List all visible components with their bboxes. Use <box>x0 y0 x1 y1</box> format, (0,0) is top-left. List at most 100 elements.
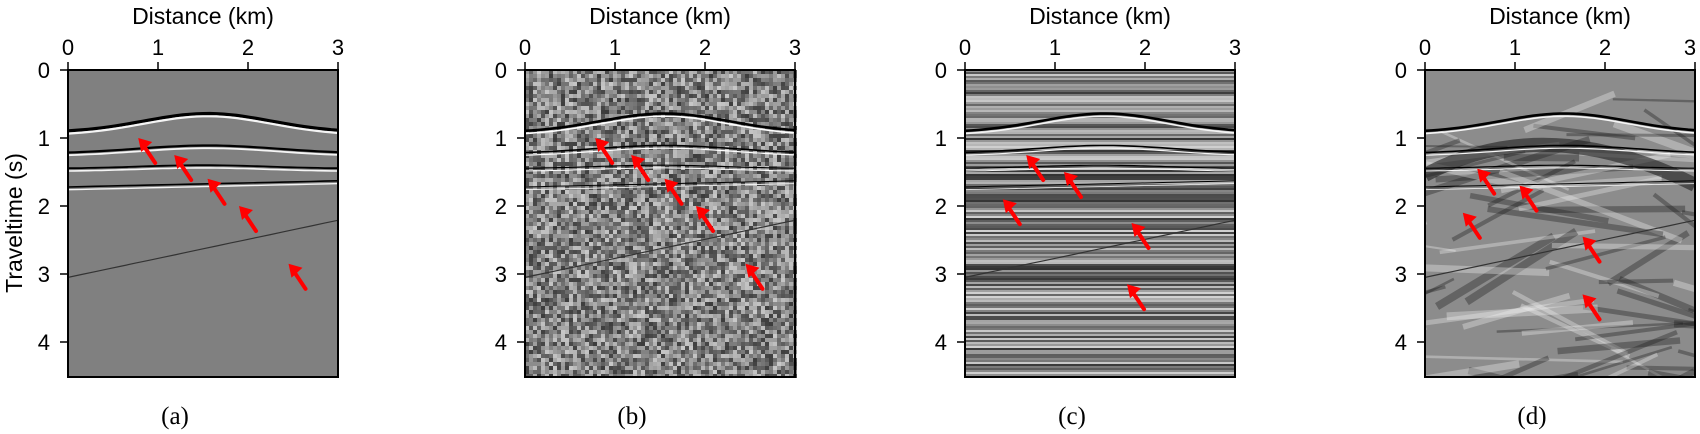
reflector <box>68 147 338 157</box>
panel-b-body <box>517 62 797 378</box>
x-tick-label-2: 2 <box>1139 35 1151 60</box>
red-arrow-icon <box>664 178 684 206</box>
x-tick-labels: 0 1 2 3 <box>519 35 801 60</box>
y-tick-label-0: 0 <box>1395 58 1407 83</box>
reflector <box>525 180 795 188</box>
y-tick-label-2: 2 <box>495 194 507 219</box>
reflector <box>525 167 795 172</box>
red-arrow-icon <box>1582 236 1602 264</box>
y-tick-labels: 0 1 2 3 4 <box>495 58 507 355</box>
reflector <box>525 115 795 135</box>
y-tick-label-3: 3 <box>495 262 507 287</box>
panel-a: Distance (km) 0 1 2 3 0 1 2 3 4 Travelti… <box>1 3 344 430</box>
y-tick-label-1: 1 <box>495 126 507 151</box>
x-tick-label-0: 0 <box>959 35 971 60</box>
reflector <box>68 219 338 278</box>
red-arrow-icon <box>207 178 227 206</box>
x-axis-title: Distance (km) <box>1489 3 1631 29</box>
x-tick-label-0: 0 <box>1419 35 1431 60</box>
y-tick-label-3: 3 <box>1395 262 1407 287</box>
panel-frame <box>1424 69 1696 378</box>
x-tick-label-3: 3 <box>1229 35 1241 60</box>
x-axis-title: Distance (km) <box>1029 3 1171 29</box>
reflector <box>1425 164 1695 169</box>
x-tick-label-0: 0 <box>519 35 531 60</box>
y-tick-labels: 0 1 2 3 4 <box>38 58 50 355</box>
reflector <box>525 112 795 133</box>
y-tick-label-4: 4 <box>38 330 50 355</box>
x-tick-label-3: 3 <box>1684 35 1696 60</box>
reflector <box>965 147 1235 156</box>
x-tick-label-1: 1 <box>1509 35 1521 60</box>
x-tick-label-1: 1 <box>1049 35 1061 60</box>
reflector <box>68 144 338 154</box>
reflector <box>1425 112 1695 133</box>
x-tick-label-1: 1 <box>152 35 164 60</box>
y-tick-labels: 0 1 2 3 4 <box>1395 58 1407 355</box>
red-arrow-icon <box>288 263 308 291</box>
red-arrow-icon <box>1519 185 1539 213</box>
red-arrow-icon <box>1582 294 1602 322</box>
x-tick-labels: 0 1 2 3 <box>959 35 1241 60</box>
x-tick-labels: 0 1 2 3 <box>1419 35 1696 60</box>
red-arrow-icon <box>631 155 651 182</box>
panel-frame <box>67 69 339 378</box>
red-arrow-icon <box>1127 284 1146 312</box>
y-tick-label-1: 1 <box>38 126 50 151</box>
y-tick-labels: 0 1 2 3 4 <box>935 58 947 355</box>
x-tick-label-0: 0 <box>62 35 74 60</box>
x-axis-title: Distance (km) <box>132 3 274 29</box>
y-tick-label-0: 0 <box>935 58 947 83</box>
x-tick-label-2: 2 <box>242 35 254 60</box>
reflector <box>965 144 1235 154</box>
panel-frame <box>524 69 796 378</box>
panel-d: Distance (km) 0 1 2 3 0 1 2 3 4 (d) <box>1395 3 1696 430</box>
reflector <box>1425 167 1695 172</box>
red-arrow-icon <box>239 206 258 233</box>
x-tick-label-2: 2 <box>699 35 711 60</box>
panel-c-body <box>957 62 1236 378</box>
red-arrow-icon <box>1002 199 1022 227</box>
y-tick-label-2: 2 <box>935 194 947 219</box>
reflector <box>68 164 338 170</box>
reflector <box>1425 183 1695 191</box>
y-tick-label-0: 0 <box>495 58 507 83</box>
y-axis-title: Traveltime (s) <box>1 153 27 293</box>
reflector <box>1425 144 1695 154</box>
reflector <box>965 219 1235 278</box>
reflector <box>1425 115 1695 135</box>
red-arrow-icon <box>696 206 715 233</box>
panel-c: Distance (km) 0 1 2 3 0 1 2 3 4 (c) <box>935 3 1241 430</box>
red-arrow-icon <box>745 263 765 291</box>
panel-d-body <box>1417 62 1696 378</box>
reflector <box>965 115 1235 135</box>
y-tick-label-1: 1 <box>1395 126 1407 151</box>
y-tick-label-4: 4 <box>935 330 947 355</box>
reflector <box>1425 147 1695 156</box>
y-tick-label-3: 3 <box>38 262 50 287</box>
red-arrow-icon <box>1462 212 1482 240</box>
red-arrow-icon <box>1477 168 1497 196</box>
reflector <box>68 111 338 133</box>
red-arrow-icon <box>174 155 194 182</box>
y-tick-label-0: 0 <box>38 58 50 83</box>
reflector <box>965 183 1235 191</box>
x-tick-label-3: 3 <box>332 35 344 60</box>
panel-caption-b: (b) <box>617 403 646 430</box>
reflector <box>68 167 338 172</box>
reflector <box>965 167 1235 172</box>
panel-b: Distance (km) 0 1 2 3 0 1 2 3 4 (b) <box>495 3 801 430</box>
reflector <box>965 164 1235 169</box>
x-tick-label-1: 1 <box>609 35 621 60</box>
panel-caption-c: (c) <box>1058 403 1086 430</box>
x-tick-label-2: 2 <box>1599 35 1611 60</box>
y-tick-label-4: 4 <box>495 330 507 355</box>
x-tick-labels: 0 1 2 3 <box>62 35 344 60</box>
red-arrow-icon <box>1026 155 1046 182</box>
y-tick-label-3: 3 <box>935 262 947 287</box>
y-tick-label-2: 2 <box>38 194 50 219</box>
seismic-section <box>68 70 338 377</box>
reflector <box>525 164 795 169</box>
reflector <box>525 219 795 278</box>
